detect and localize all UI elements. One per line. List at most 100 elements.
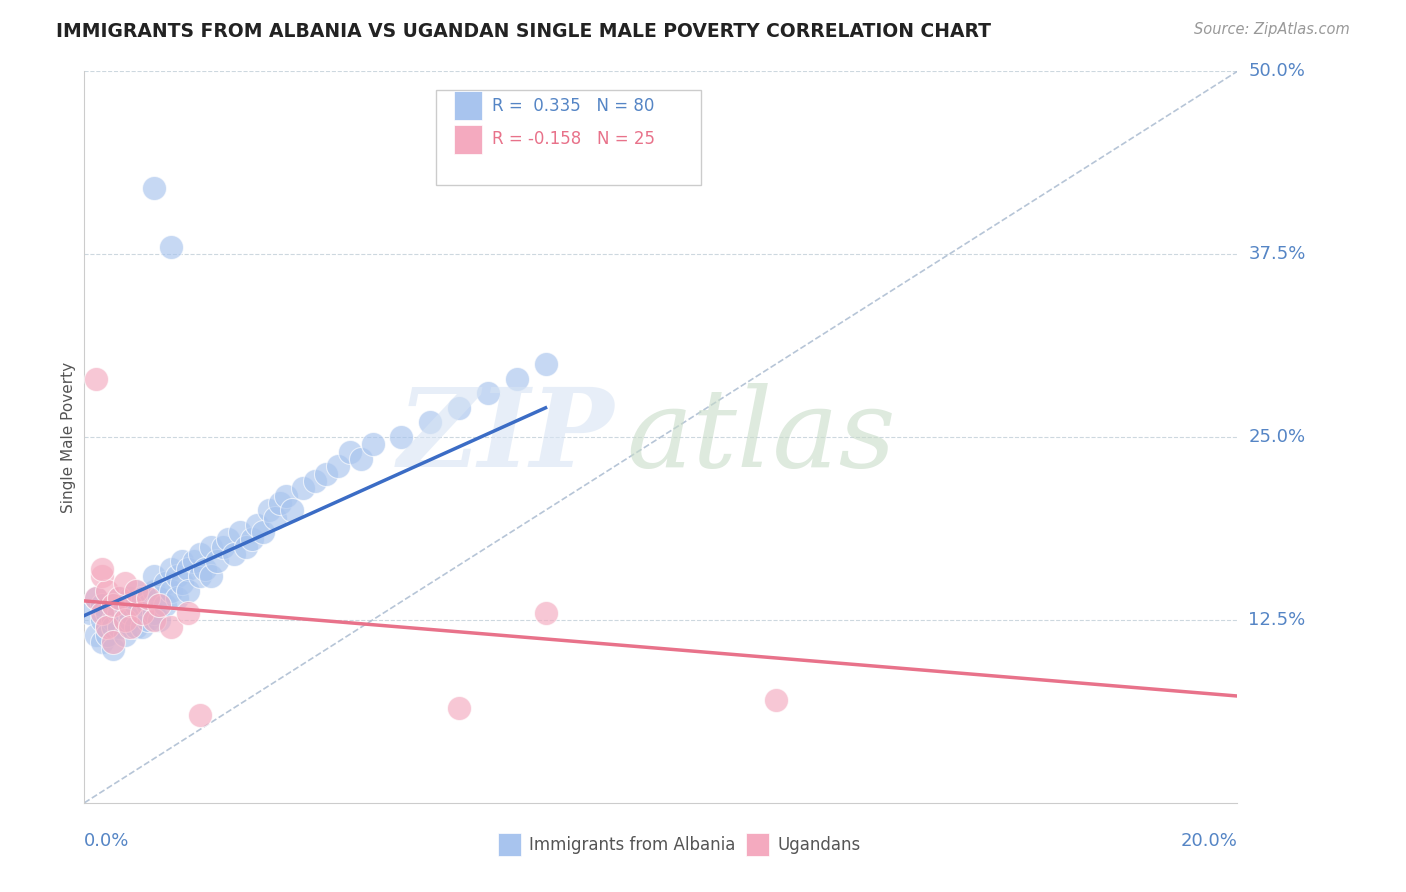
Point [90,569,112,583]
FancyBboxPatch shape [454,91,482,120]
Point [391,430,413,444]
Point [188,547,211,561]
Text: IMMIGRANTS FROM ALBANIA VS UGANDAN SINGLE MALE POVERTY CORRELATION CHART: IMMIGRANTS FROM ALBANIA VS UGANDAN SINGL… [56,22,991,41]
FancyBboxPatch shape [436,90,702,185]
Text: 0.0%: 0.0% [84,832,129,850]
Point [120,591,142,605]
FancyBboxPatch shape [454,125,482,154]
Point [183,554,205,568]
Point [200,569,222,583]
Text: Source: ZipAtlas.com: Source: ZipAtlas.com [1194,22,1350,37]
Point [108,591,131,605]
Point [108,591,131,605]
Point [103,620,124,634]
Text: R = -0.158   N = 25: R = -0.158 N = 25 [492,130,655,148]
Point [131,620,153,634]
Point [142,583,165,598]
Point [218,533,240,547]
Text: 50.0%: 50.0% [1249,62,1305,80]
Point [125,583,148,598]
Point [90,599,112,613]
Point [160,583,183,598]
Point [84,371,107,385]
Point [108,606,131,620]
Point [188,569,211,583]
Point [246,517,269,532]
Text: Immigrants from Albania: Immigrants from Albania [530,836,735,855]
Point [103,642,124,657]
Point [142,613,165,627]
Point [84,591,107,605]
Point [96,606,118,620]
Point [90,613,112,627]
Point [148,599,170,613]
Point [211,540,233,554]
Point [160,240,183,254]
Point [235,540,257,554]
Point [103,613,124,627]
Point [188,708,211,723]
Point [114,599,136,613]
Point [350,452,373,467]
Point [506,371,529,385]
Text: Ugandans: Ugandans [778,836,860,855]
Point [153,576,176,591]
Point [292,481,315,495]
Point [200,540,222,554]
Point [136,591,159,605]
Point [79,606,101,620]
Point [765,693,787,707]
Point [125,620,148,634]
Point [449,700,471,714]
Point [120,606,142,620]
Point [84,627,107,641]
Y-axis label: Single Male Poverty: Single Male Poverty [60,361,76,513]
Text: 12.5%: 12.5% [1249,611,1306,629]
Point [148,591,170,605]
Point [229,525,252,540]
Point [534,606,557,620]
Point [142,606,165,620]
Text: 25.0%: 25.0% [1249,428,1306,446]
Point [304,474,326,488]
Text: 20.0%: 20.0% [1181,832,1237,850]
Point [172,554,194,568]
Point [177,562,200,576]
Point [534,357,557,371]
Point [419,416,441,430]
Point [449,401,471,415]
Point [205,554,228,568]
Point [120,620,142,634]
Point [114,613,136,627]
Text: 37.5%: 37.5% [1249,245,1306,263]
FancyBboxPatch shape [498,833,522,856]
Point [276,489,298,503]
Point [90,606,112,620]
Point [96,583,118,598]
Point [131,606,153,620]
Point [125,599,148,613]
Text: R =  0.335   N = 80: R = 0.335 N = 80 [492,96,655,115]
Point [114,576,136,591]
Point [252,525,274,540]
Point [177,583,200,598]
Point [136,599,159,613]
Point [160,620,183,634]
Point [114,613,136,627]
Point [194,562,217,576]
Point [166,569,188,583]
Point [177,606,200,620]
Point [131,591,153,605]
Point [120,599,142,613]
Point [263,510,285,524]
Point [96,627,118,641]
Point [103,635,124,649]
Point [136,613,159,627]
Point [269,496,291,510]
Point [240,533,263,547]
Point [96,620,118,634]
Point [326,459,349,474]
Point [125,583,148,598]
Point [172,576,194,591]
Text: atlas: atlas [626,384,896,491]
